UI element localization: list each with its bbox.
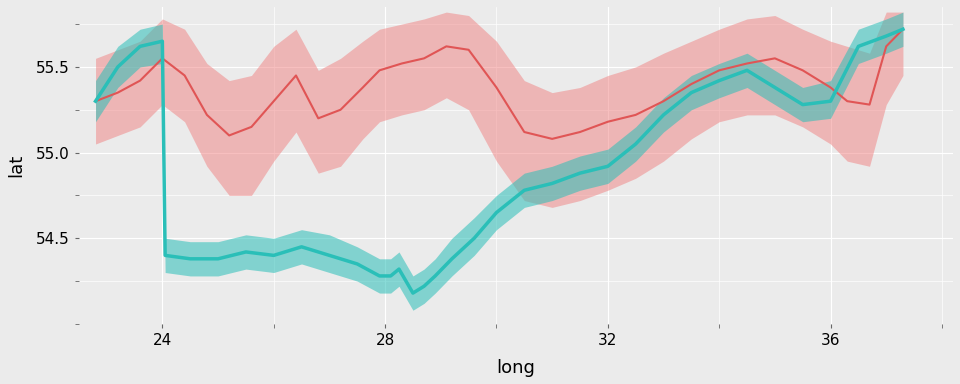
Y-axis label: lat: lat [7, 154, 25, 177]
X-axis label: long: long [496, 359, 536, 377]
